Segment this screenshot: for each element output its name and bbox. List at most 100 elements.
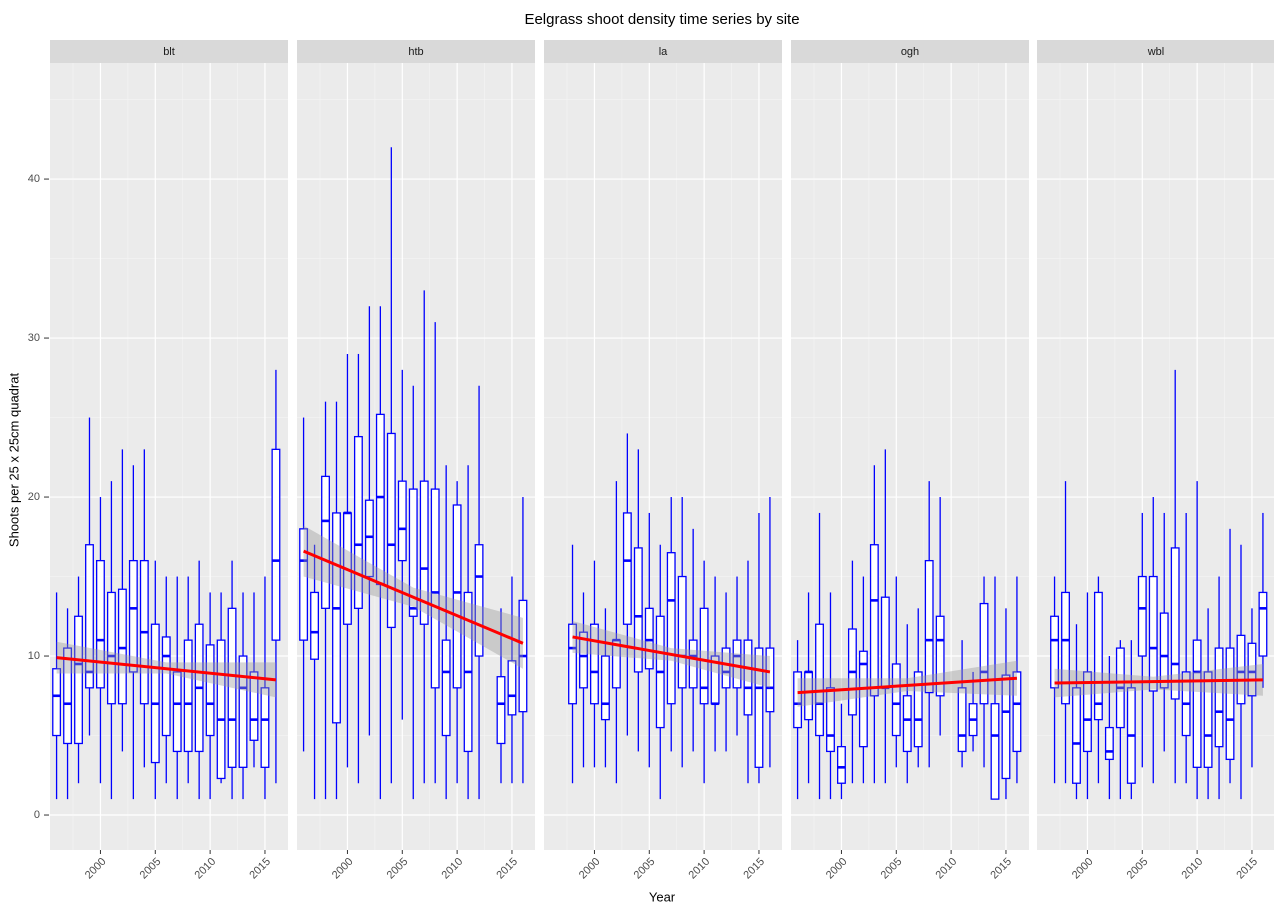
box	[633, 547, 643, 673]
x-tick-label: 2005	[385, 856, 411, 882]
box	[430, 488, 440, 689]
x-tick-label: 2010	[1180, 856, 1206, 882]
box	[644, 607, 654, 670]
box	[677, 575, 687, 689]
trend-line	[1054, 678, 1263, 685]
box	[579, 631, 588, 689]
x-axis-title: Year	[649, 889, 676, 904]
box	[1104, 726, 1114, 761]
box	[150, 623, 160, 764]
box	[1258, 591, 1268, 657]
y-tick-label: 30	[28, 332, 40, 344]
box	[1225, 647, 1235, 761]
box	[386, 432, 396, 629]
box	[1012, 671, 1022, 753]
box	[249, 671, 259, 741]
box	[183, 639, 193, 753]
y-tick-label: 40	[28, 173, 40, 185]
box	[979, 602, 989, 705]
box	[271, 448, 281, 641]
x-tick-label: 2005	[1125, 856, 1151, 882]
box	[332, 512, 341, 724]
box	[880, 596, 890, 689]
box	[74, 615, 83, 745]
strip	[50, 40, 288, 63]
box	[600, 655, 610, 721]
trend-line	[572, 635, 771, 674]
strip	[1037, 40, 1274, 63]
box	[688, 639, 698, 689]
box	[1203, 671, 1213, 768]
box	[321, 475, 330, 609]
box	[1083, 671, 1092, 753]
x-tick-label: 2015	[741, 856, 767, 882]
x-tick-label: 2000	[330, 856, 356, 882]
confidence-band	[797, 660, 1017, 707]
box	[1061, 591, 1070, 705]
box	[364, 499, 374, 578]
box	[1159, 612, 1169, 689]
x-tick-label: 2000	[577, 856, 603, 882]
box	[1072, 687, 1081, 784]
box	[172, 671, 182, 753]
y-tick-label: 0	[34, 809, 40, 821]
strip-label: la	[659, 46, 668, 58]
x-tick-label: 2000	[83, 856, 109, 882]
box	[441, 639, 451, 737]
box	[1236, 634, 1246, 705]
box	[765, 647, 775, 713]
box	[793, 671, 803, 729]
box	[106, 591, 116, 705]
box	[299, 528, 309, 641]
trend-line	[797, 676, 1018, 695]
box	[837, 746, 846, 784]
box	[902, 695, 912, 753]
box	[815, 623, 824, 737]
x-tick-label: 2005	[879, 856, 905, 882]
box	[310, 591, 319, 660]
box	[666, 552, 676, 705]
box	[96, 559, 105, 689]
strip	[791, 40, 1029, 63]
box	[826, 687, 835, 753]
box	[743, 639, 753, 716]
box	[924, 559, 934, 694]
x-tick-label: 2005	[138, 856, 164, 882]
box	[1170, 547, 1180, 700]
x-tick-label: 2010	[687, 856, 713, 882]
box	[1214, 647, 1224, 748]
box	[913, 671, 923, 748]
trend-line	[56, 656, 277, 682]
box	[1247, 642, 1257, 697]
box	[622, 512, 632, 625]
box	[1050, 615, 1059, 689]
x-tick-label: 2005	[632, 856, 658, 882]
box	[568, 623, 577, 705]
box	[590, 623, 599, 705]
strip-label: blt	[163, 46, 175, 58]
strip-label: wbl	[1147, 46, 1165, 58]
strip	[297, 40, 535, 63]
box	[238, 655, 248, 768]
box	[1093, 591, 1103, 721]
x-tick-label: 2010	[440, 856, 466, 882]
y-tick-label: 20	[28, 491, 40, 503]
box	[216, 639, 226, 780]
box	[721, 647, 731, 689]
box	[117, 588, 127, 705]
x-tick-label: 2015	[988, 856, 1014, 882]
box	[397, 480, 407, 562]
strip	[544, 40, 782, 63]
box	[353, 435, 363, 609]
y-tick-label: 10	[28, 650, 40, 662]
box	[1001, 674, 1011, 780]
box	[891, 663, 901, 737]
chart-title: Eelgrass shoot density time series by si…	[524, 11, 799, 28]
x-tick-label: 2015	[247, 856, 273, 882]
x-tick-label: 2010	[934, 856, 960, 882]
box	[699, 607, 709, 705]
box	[1148, 575, 1158, 692]
box	[227, 607, 237, 768]
box	[474, 544, 484, 657]
